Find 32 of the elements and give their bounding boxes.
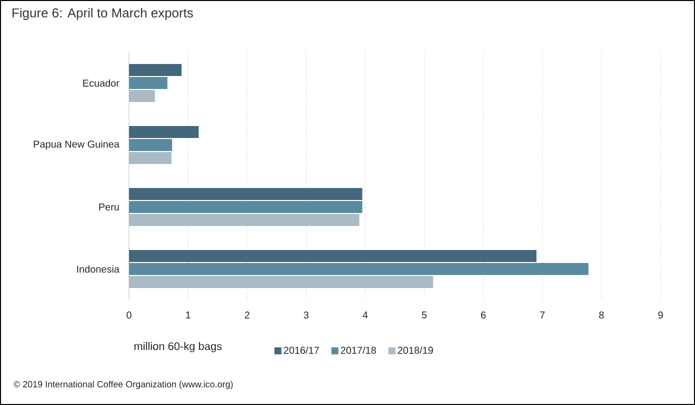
bar [129,188,362,200]
y-tick-label: Peru [99,204,119,210]
x-tick-label: 9 [658,312,663,319]
y-tick-label: Papua New Guinea [34,140,120,150]
x-tick-label: 3 [304,312,309,319]
x-axis-title: million 60-kg bags [134,342,222,352]
bar [129,90,155,102]
x-tick-label: 6 [481,312,486,319]
y-tick-label: Ecuador [83,79,120,87]
legend-label: 2016/17 [284,346,319,354]
x-tick-label: 8 [599,312,604,319]
x-tick-label: 0 [126,312,132,319]
chart-title: Figure 6: April to March exports [12,8,193,20]
y-tick-label: Indonesia [77,265,120,273]
bar [129,214,360,226]
x-tick-label: 5 [422,312,427,318]
bar [129,64,182,76]
x-tick-label: 4 [362,312,368,318]
text: © 2019 International Coffee Organization (www.ico.org) [14,380,233,390]
x-tick-label: 1 [186,312,190,318]
legend-label: 2018/19 [398,346,433,354]
bar [129,250,536,262]
bar [129,77,168,90]
legend-label: 2017/18 [340,346,376,354]
bar [129,263,588,276]
bar [129,201,362,214]
bar [129,126,199,138]
bar [129,152,172,164]
x-tick-label: 7 [540,312,545,318]
x-tick-label: 2 [244,312,250,318]
bar [129,276,434,288]
bar [129,139,172,152]
